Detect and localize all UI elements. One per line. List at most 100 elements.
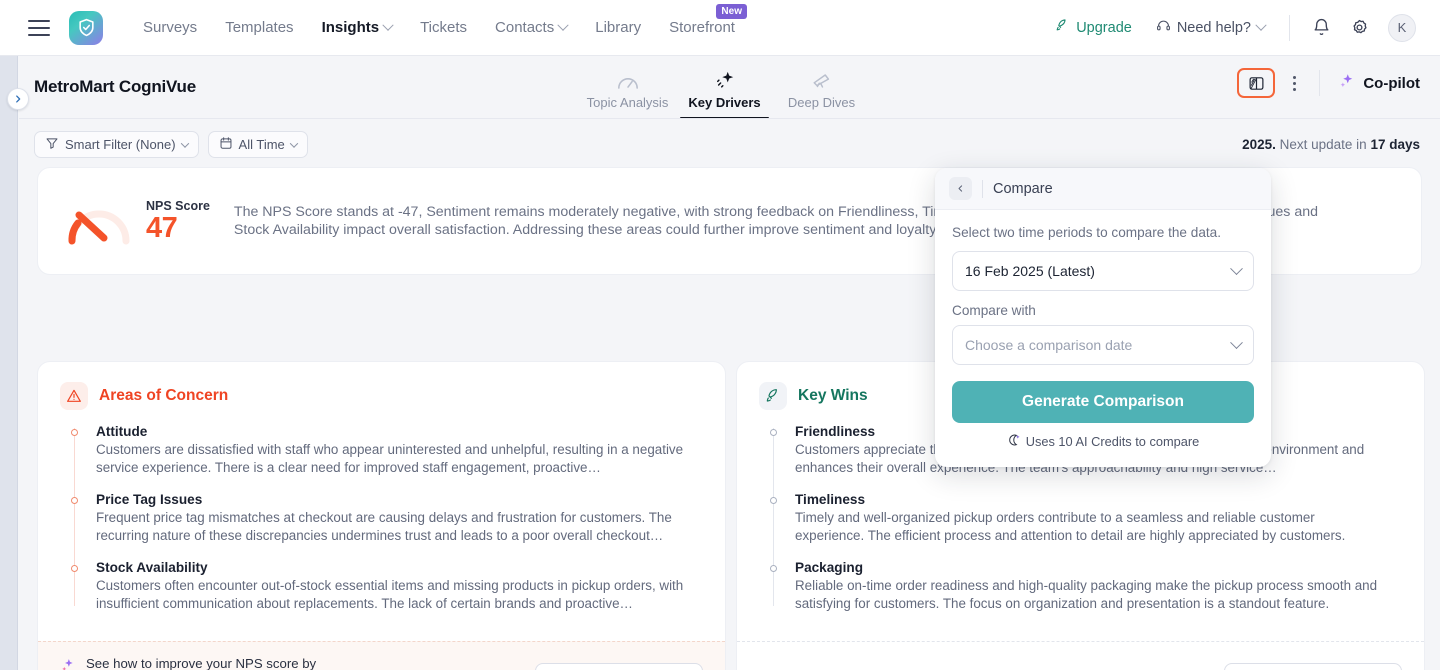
- need-help-label: Need help?: [1176, 19, 1251, 36]
- popover-header-divider: [982, 179, 983, 198]
- page-title: MetroMart CogniVue: [34, 77, 196, 96]
- kebab-menu-icon[interactable]: [1281, 68, 1307, 98]
- avatar-initial: K: [1397, 20, 1407, 35]
- view-achievements-button[interactable]: View Achievements: [1223, 663, 1402, 670]
- smart-filter-dropdown[interactable]: Smart Filter (None): [34, 131, 199, 158]
- key-wins-title: Key Wins: [798, 387, 868, 404]
- nav-item-insights[interactable]: Insights: [308, 0, 407, 56]
- bell-icon[interactable]: [1304, 11, 1338, 45]
- update-note-value: 17 days: [1370, 137, 1420, 152]
- app-logo-icon[interactable]: [69, 10, 103, 45]
- item-description: Customers often encounter out-of-stock e…: [96, 578, 684, 612]
- item-title: Attitude: [96, 424, 148, 439]
- list-item[interactable]: Timeliness Timely and well-organized pic…: [769, 492, 1387, 545]
- need-help-button[interactable]: Need help?: [1146, 18, 1275, 37]
- chevron-down-icon: [382, 19, 394, 31]
- next-update-note: 2025. Next update in 17 days: [1242, 137, 1420, 152]
- nps-value: 47: [146, 211, 178, 244]
- wins-card-footer: 11% of the respondents had a positive ex…: [737, 641, 1424, 670]
- chevron-left-icon[interactable]: [949, 177, 972, 200]
- tab-topic-analysis[interactable]: Topic Analysis: [579, 64, 676, 110]
- nav-item-label: Contacts: [495, 19, 555, 36]
- chevron-down-icon: [289, 138, 299, 148]
- item-description: Frequent price tag mismatches at checkou…: [96, 510, 672, 544]
- rocket-icon: [1055, 18, 1070, 37]
- time-range-label: All Time: [238, 137, 285, 152]
- copilot-button[interactable]: Co-pilot: [1332, 72, 1420, 94]
- period-select[interactable]: 16 Feb 2025 (Latest): [952, 251, 1254, 291]
- tab-key-drivers[interactable]: Key Drivers: [676, 64, 773, 119]
- compare-split-icon[interactable]: [1237, 68, 1276, 98]
- bullet-icon: [769, 565, 777, 573]
- compare-popover-title: Compare: [993, 180, 1053, 197]
- nav-item-contacts[interactable]: Contacts: [481, 0, 581, 56]
- sparkles-icon: [60, 657, 77, 670]
- tab-label: Topic Analysis: [586, 95, 669, 110]
- positive-experience-text: 11% of the respondents had a positive ex…: [785, 668, 1080, 670]
- nav-item-tickets[interactable]: Tickets: [406, 0, 481, 56]
- upgrade-button[interactable]: Upgrade: [1045, 18, 1142, 37]
- list-item[interactable]: Price Tag Issues Frequent price tag mism…: [70, 492, 688, 545]
- compare-popover: Compare Select two time periods to compa…: [935, 168, 1271, 467]
- gear-icon[interactable]: [1342, 11, 1376, 45]
- nav-item-label: Templates: [225, 19, 294, 36]
- nav-item-templates[interactable]: Templates: [211, 0, 307, 56]
- chevron-down-icon: [1255, 19, 1267, 31]
- comparison-date-placeholder: Choose a comparison date: [965, 337, 1133, 353]
- chevron-down-icon: [1230, 335, 1243, 349]
- improve-score-text: See how to improve your NPS score by: [86, 656, 317, 670]
- improve-score-block: See how to improve your NPS score by 47 …: [60, 655, 316, 670]
- item-description: Customers are dissatisfied with staff wh…: [96, 442, 684, 476]
- ai-credits-note: Uses 10 AI Credits to compare: [952, 433, 1254, 450]
- ai-credits-text: Uses 10 AI Credits to compare: [1025, 434, 1200, 449]
- chevron-down-icon: [180, 138, 189, 148]
- bullet-icon: [70, 429, 78, 436]
- nav-item-surveys[interactable]: Surveys: [129, 0, 211, 56]
- bullet-icon: [70, 565, 78, 573]
- update-note-middle: Next update in: [1279, 137, 1367, 152]
- nav-item-storefront[interactable]: New Storefront: [655, 0, 749, 56]
- upgrade-label: Upgrade: [1076, 19, 1132, 36]
- nps-meta: NPS Score 47: [146, 199, 210, 243]
- nav-item-library[interactable]: Library: [581, 0, 655, 56]
- telescope-icon: [811, 68, 833, 90]
- view-suggestions-button[interactable]: View Suggestions: [534, 663, 703, 670]
- warning-triangle-icon: [60, 382, 88, 410]
- generate-comparison-button[interactable]: Generate Comparison: [952, 381, 1254, 423]
- key-wins-header: Key Wins: [737, 362, 1424, 410]
- analysis-tabs: Topic Analysis Key Drivers: [579, 64, 870, 119]
- nav-right-group: Upgrade Need help?: [1045, 11, 1440, 45]
- positive-experience-block: 11% of the respondents had a positive ex…: [759, 668, 1080, 670]
- nps-label: NPS Score: [146, 198, 210, 213]
- nav-item-label: Surveys: [143, 19, 198, 36]
- nav-item-label: Tickets: [420, 19, 468, 36]
- chevron-down-icon: [557, 19, 569, 31]
- sparkles-icon: [1338, 72, 1356, 94]
- comparison-date-select[interactable]: Choose a comparison date: [952, 325, 1254, 365]
- list-item[interactable]: Packaging Reliable on-time order readine…: [769, 560, 1387, 613]
- filter-toolbar: Smart Filter (None) All Time 2025. Next …: [19, 118, 1440, 158]
- primary-nav-items: Surveys Templates Insights Tickets Conta…: [129, 0, 749, 56]
- page-header-actions: Co-pilot: [1237, 68, 1420, 98]
- concern-items-list: Attitude Customers are dissatisfied with…: [70, 424, 688, 614]
- calendar-icon: [219, 136, 233, 153]
- areas-of-concern-card: Areas of Concern Attitude Customers are …: [37, 361, 726, 670]
- time-range-dropdown[interactable]: All Time: [207, 131, 308, 158]
- tab-deep-dives[interactable]: Deep Dives: [773, 64, 870, 110]
- tab-label: Key Drivers: [688, 95, 761, 110]
- smart-filter-label: Smart Filter (None): [65, 137, 176, 152]
- list-item[interactable]: Stock Availability Customers often encou…: [70, 560, 688, 613]
- page-header: MetroMart CogniVue Topic Analysis: [19, 56, 1440, 119]
- concern-card-footer: See how to improve your NPS score by 47 …: [38, 641, 725, 670]
- list-item[interactable]: Attitude Customers are dissatisfied with…: [70, 424, 688, 477]
- item-description: Reliable on-time order readiness and hig…: [795, 578, 1378, 612]
- tab-label: Deep Dives: [787, 95, 856, 110]
- avatar[interactable]: K: [1388, 13, 1416, 42]
- page-content: MetroMart CogniVue Topic Analysis: [19, 56, 1440, 670]
- gauge-icon: [617, 68, 639, 90]
- nav-item-label: Storefront: [669, 19, 735, 36]
- sidebar-expand-button[interactable]: [7, 88, 29, 110]
- item-title: Packaging: [795, 560, 863, 576]
- hamburger-menu-icon[interactable]: [28, 19, 50, 36]
- period-select-value: 16 Feb 2025 (Latest): [965, 263, 1095, 279]
